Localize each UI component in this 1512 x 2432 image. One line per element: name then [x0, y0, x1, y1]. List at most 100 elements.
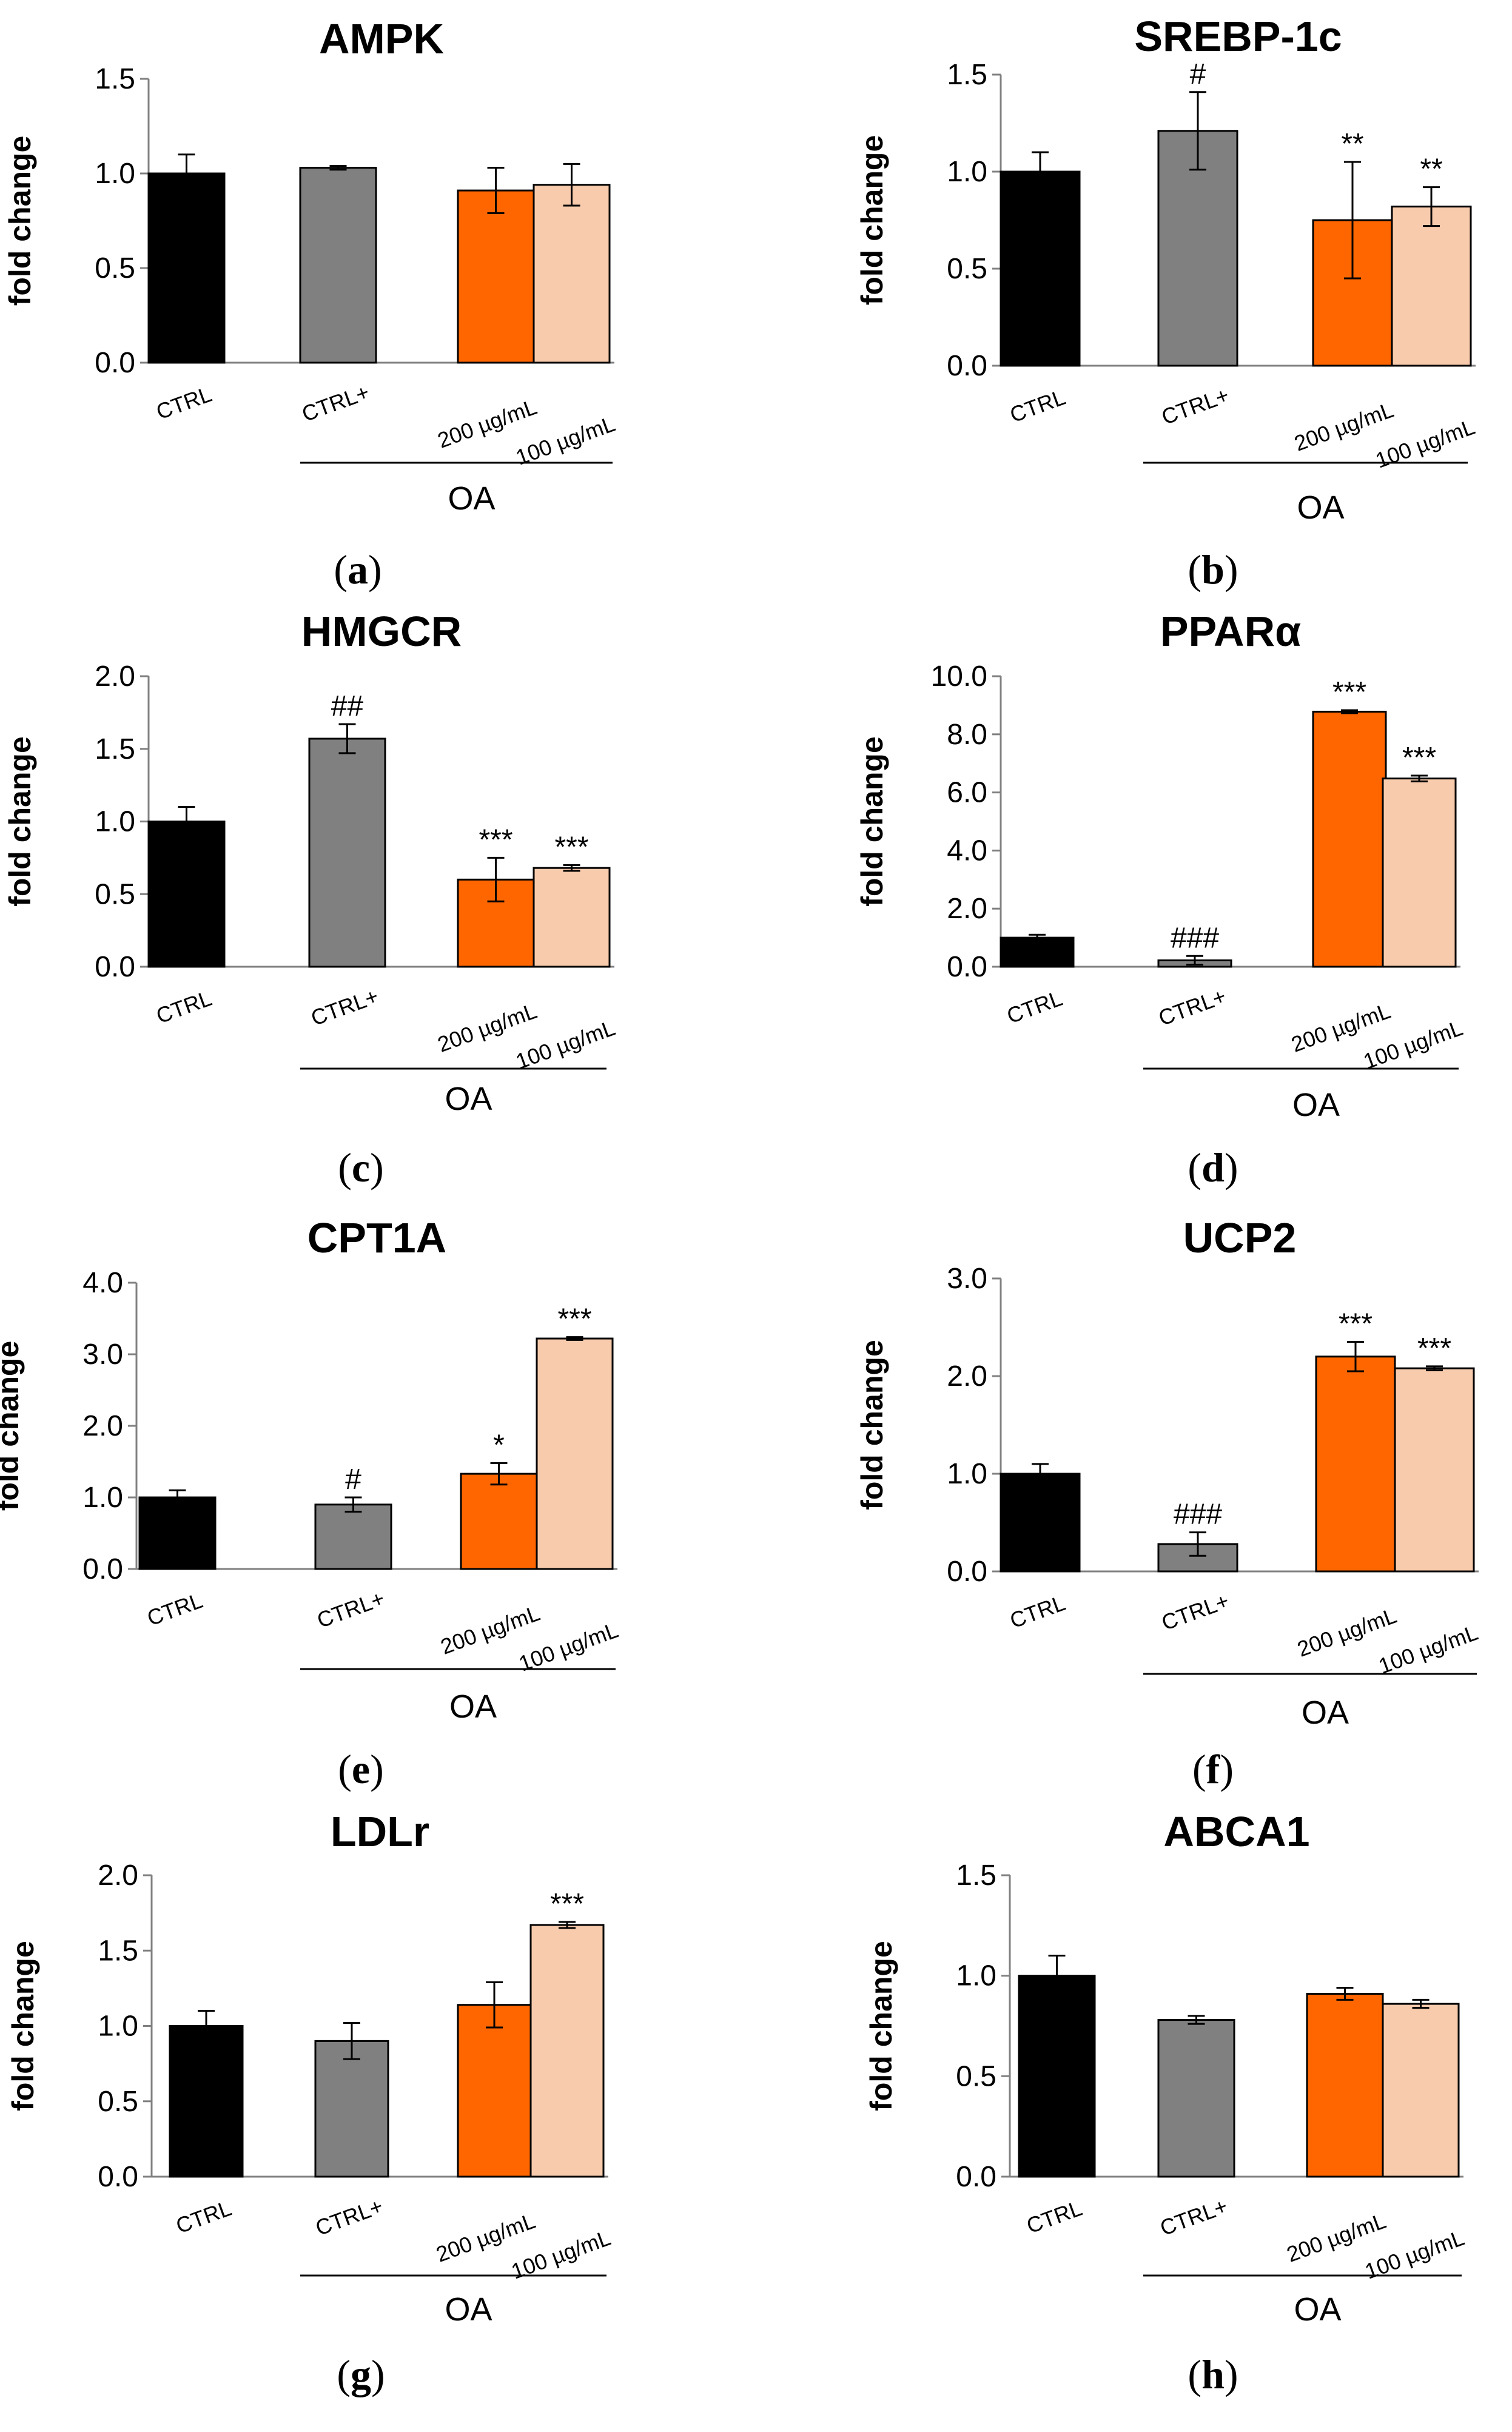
chart-panel-e: CPT1A fold change 0.0 1.0 2.0 3.0 4.0 CTRL # CTRL…: [0, 1214, 622, 1792]
x-category-label: CTRL+: [298, 379, 372, 426]
panel-label-letter: g: [351, 2351, 371, 2397]
y-tick-label: 0.0: [947, 1556, 987, 1588]
panel-label: (d): [1188, 1144, 1238, 1191]
panel-label-letter: d: [1201, 1144, 1225, 1191]
x-category-label: CTRL: [173, 2195, 235, 2239]
panel-label-letter: f: [1206, 1746, 1221, 1792]
x-category-label: CTRL: [1023, 2195, 1085, 2239]
y-tick-label: 2.0: [95, 660, 135, 693]
chart-panel-b: SREBP-1c fold change 0.0 0.5 1.0 1.5 CTRL # CTRL…: [855, 13, 1478, 593]
panel-label-close-paren: ): [370, 1144, 384, 1191]
bar: [314, 1503, 392, 1570]
y-tick-label: 3.0: [947, 1263, 987, 1295]
y-tick-label: 0.5: [98, 2086, 138, 2118]
bar: [1000, 170, 1081, 367]
significance-marker: ***: [557, 1303, 591, 1335]
x-category-label: CTRL+: [307, 983, 381, 1030]
panel-label-close-paren: ): [370, 1746, 384, 1792]
significance-marker: **: [1420, 153, 1442, 186]
y-tick-label: 0.0: [947, 951, 987, 983]
bar: [1306, 1992, 1384, 2178]
panel-label-open-paren: (: [1188, 546, 1201, 593]
y-tick-label: 0.0: [98, 2161, 138, 2193]
y-tick-label: 0.0: [947, 350, 987, 382]
chart-title: LDLr: [331, 1808, 429, 1855]
bar: [1382, 778, 1457, 968]
group-label: OA: [449, 1688, 497, 1725]
x-category-label: CTRL+: [1155, 983, 1229, 1030]
bar: [1018, 1975, 1096, 2178]
bar: [457, 189, 535, 364]
y-tick-label: 2.0: [947, 1360, 987, 1392]
panel-label-letter: c: [352, 1144, 370, 1191]
bar: [1382, 2003, 1460, 2178]
significance-marker: #: [1190, 58, 1206, 90]
x-category-label: CTRL: [153, 381, 215, 425]
y-tick-label: 1.0: [98, 2010, 138, 2043]
chart-title: PPARα: [1160, 608, 1301, 655]
panel-label-close-paren: ): [1225, 1144, 1238, 1191]
bar: [533, 184, 611, 364]
panel-label-open-paren: (: [337, 2351, 351, 2397]
y-tick-label: 1.5: [956, 1859, 996, 1892]
y-axis-label: fold change: [864, 1941, 898, 2111]
bar: [460, 1473, 538, 1570]
x-category-label: CTRL: [1007, 1590, 1069, 1633]
panel-label-letter: h: [1201, 2351, 1225, 2397]
x-category-label: CTRL: [144, 1588, 206, 1631]
bar: [1000, 1473, 1081, 1573]
y-axis-label: fold change: [855, 1340, 889, 1510]
panel-label-open-paren: (: [338, 1144, 352, 1191]
panel-label-open-paren: (: [334, 546, 348, 593]
bar: [1315, 1355, 1396, 1573]
panel-label-letter: a: [348, 546, 368, 593]
y-tick-label: 0.0: [956, 2161, 996, 2193]
group-label: OA: [1292, 1087, 1340, 1123]
y-tick-label: 0.0: [82, 1553, 123, 1585]
panel-label-open-paren: (: [1188, 1144, 1201, 1191]
y-tick-label: 0.5: [956, 2060, 996, 2092]
chart-panel-f: UCP2 fold change 0.0 1.0 2.0 3.0 CTRL ### CTRL+ *…: [855, 1214, 1481, 1792]
y-tick-label: 1.5: [947, 59, 987, 91]
panel-label: (c): [338, 1144, 384, 1191]
panel-label: (f): [1192, 1746, 1234, 1792]
panel-label-close-paren: ): [368, 546, 382, 593]
significance-marker: ***: [1417, 1332, 1451, 1365]
bar: [1391, 206, 1472, 367]
significance-marker: ***: [1402, 742, 1436, 774]
panel-label: (h): [1188, 2351, 1238, 2397]
significance-marker: ***: [554, 831, 588, 863]
bar: [529, 1924, 605, 2178]
y-tick-label: 1.5: [95, 733, 135, 765]
panel-label-open-paren: (: [1188, 2351, 1201, 2397]
x-category-label: CTRL+: [314, 1585, 388, 1633]
group-label: OA: [1302, 1695, 1349, 1731]
x-category-label: CTRL+: [1158, 382, 1232, 429]
y-tick-label: 6.0: [947, 777, 987, 809]
group-label: OA: [445, 1081, 492, 1117]
y-tick-label: 2.0: [82, 1410, 123, 1442]
bar: [314, 2040, 389, 2178]
y-tick-label: 2.0: [98, 1859, 138, 1892]
panel-label: (a): [334, 546, 381, 593]
panel-label-close-paren: ): [1220, 1746, 1234, 1792]
significance-marker: *: [493, 1429, 505, 1461]
y-tick-label: 0.0: [95, 951, 135, 983]
bar: [138, 1496, 217, 1570]
panel-label: (g): [337, 2351, 385, 2397]
group-label: OA: [1297, 489, 1344, 526]
significance-marker: ***: [479, 824, 512, 856]
y-tick-label: 1.0: [947, 1458, 987, 1490]
significance-marker: #: [345, 1463, 361, 1496]
chart-panel-c: HMGCR fold change 0.0 0.5 1.0 1.5 2.0 CTRL ## CTR…: [3, 608, 619, 1191]
panel-label-close-paren: ): [1225, 2351, 1238, 2397]
x-category-label: CTRL: [1007, 385, 1069, 428]
y-tick-label: 10.0: [931, 660, 987, 693]
chart-panel-d: PPARα fold change 0.0 2.0 4.0 6.0 8.0 10.0 CTRL #…: [855, 608, 1466, 1191]
bar: [1157, 2019, 1235, 2178]
y-tick-label: 3.0: [82, 1339, 123, 1371]
